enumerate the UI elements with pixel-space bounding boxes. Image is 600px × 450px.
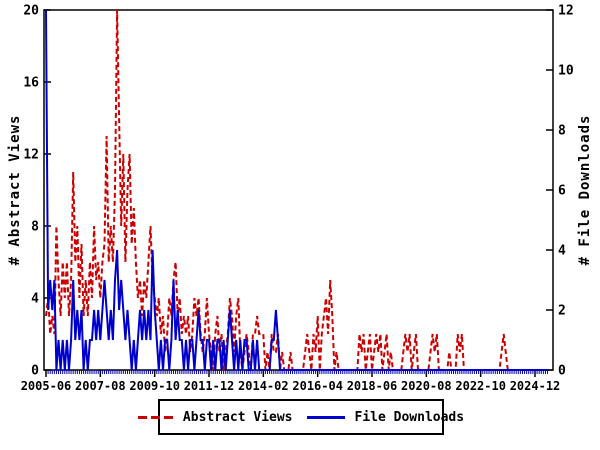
legend-item-file-downloads: File Downloads: [306, 409, 465, 425]
x-tick-label: 2009-10: [129, 379, 180, 393]
right-tick-label: 12: [558, 4, 574, 19]
legend-label-abstract-views: Abstract Views: [182, 409, 293, 425]
left-tick-label: 0: [31, 364, 39, 379]
left-tick-label: 16: [23, 76, 39, 91]
x-tick-label: 2016-04: [292, 379, 343, 393]
right-tick-label: 4: [558, 244, 566, 259]
x-tick-label: 2011-12: [184, 379, 235, 393]
x-tick-label: 2022-10: [455, 379, 506, 393]
x-tick-label: 2005-06: [21, 379, 72, 393]
plot-frame: [43, 9, 554, 371]
x-tick-label: 2007-08: [75, 379, 126, 393]
solid-line-sample-icon: [306, 415, 345, 419]
right-tick-label: 10: [558, 64, 574, 79]
right-tick-label: 0: [558, 364, 566, 379]
legend-label-file-downloads: File Downloads: [354, 409, 465, 425]
dashed-line-sample-icon: [137, 415, 173, 419]
x-tick-label: 2014-02: [238, 379, 289, 393]
left-tick-label: 8: [31, 220, 39, 235]
right-axis-title: # File Downloads: [577, 114, 593, 266]
abstract-views-line: [45, 9, 548, 371]
right-tick-label: 2: [558, 304, 566, 319]
left-tick-label: 4: [31, 292, 39, 307]
right-tick-label: 8: [558, 124, 566, 139]
x-tick-label: 2024-12: [510, 379, 561, 393]
x-tick-label: 2020-08: [401, 379, 452, 393]
file-downloads-line: [45, 9, 548, 371]
legend-item-abstract-views: Abstract Views: [137, 409, 293, 425]
legend-box: Abstract Views File Downloads: [137, 399, 464, 435]
x-tick-label: 2018-06: [347, 379, 398, 393]
left-tick-label: 12: [23, 148, 39, 163]
left-axis-title: # Abstract Views: [7, 114, 23, 266]
right-tick-label: 6: [558, 184, 566, 199]
left-tick-label: 20: [23, 4, 39, 19]
